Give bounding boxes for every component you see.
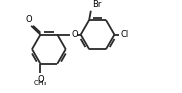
Text: CH₃: CH₃ — [34, 80, 47, 86]
Text: Cl: Cl — [120, 30, 128, 39]
Text: O: O — [37, 75, 44, 84]
Text: Br: Br — [92, 0, 102, 9]
Text: O: O — [71, 30, 78, 39]
Text: O: O — [26, 15, 32, 24]
